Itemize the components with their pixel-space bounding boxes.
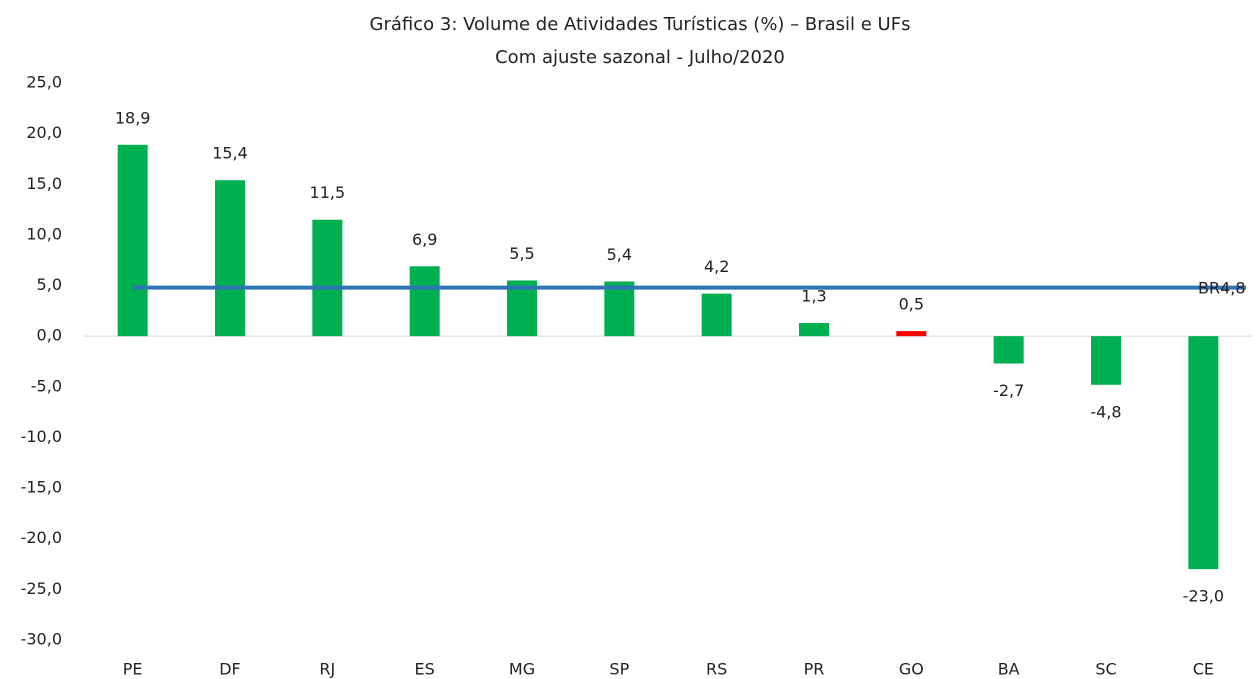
y-tick-label: 0,0	[37, 326, 62, 345]
value-label: 1,3	[801, 287, 826, 306]
bar	[1091, 336, 1121, 385]
y-tick-label: -15,0	[21, 478, 62, 497]
value-label: -23,0	[1183, 587, 1224, 606]
y-tick-label: -30,0	[21, 630, 62, 649]
y-tick-label: 25,0	[26, 73, 62, 92]
reference-name: BR	[1198, 278, 1220, 297]
x-tick-label: DF	[219, 660, 241, 679]
bar	[896, 331, 927, 337]
x-tick-label: RS	[706, 660, 727, 679]
reference-value: 4,8	[1220, 278, 1245, 297]
value-label: 4,2	[704, 257, 729, 276]
bar	[1188, 336, 1219, 570]
bar	[117, 144, 148, 337]
x-tick-label: PR	[804, 660, 825, 679]
value-label: 5,4	[607, 245, 632, 264]
y-tick-label: 5,0	[37, 275, 62, 294]
bar	[799, 323, 829, 337]
x-tick-label: CE	[1193, 660, 1214, 679]
x-tick-label: GO	[899, 660, 924, 679]
y-tick-label: -5,0	[31, 376, 62, 395]
value-label: 0,5	[899, 295, 924, 314]
bar	[215, 180, 245, 337]
value-label: 18,9	[115, 108, 151, 127]
x-tick-label: SC	[1095, 660, 1116, 679]
bar	[604, 281, 635, 337]
chart-subtitle: Com ajuste sazonal - Julho/2020	[495, 47, 785, 68]
value-label: -2,7	[993, 381, 1024, 400]
y-tick-label: -20,0	[21, 528, 62, 547]
value-label: 5,5	[509, 244, 534, 263]
y-tick-label: -10,0	[21, 427, 62, 446]
value-label: -4,8	[1090, 402, 1121, 421]
bar	[409, 266, 440, 337]
x-tick-label: ES	[415, 660, 435, 679]
bar	[507, 280, 537, 337]
x-tick-label: PE	[123, 660, 143, 679]
bar	[993, 336, 1024, 364]
value-label: 11,5	[310, 183, 346, 202]
x-tick-label: RJ	[319, 660, 335, 679]
x-tick-label: MG	[509, 660, 535, 679]
y-tick-label: 10,0	[26, 224, 62, 243]
y-tick-label: 20,0	[26, 123, 62, 142]
reference-label: BR4,8	[1198, 278, 1246, 297]
x-tick-label: SP	[609, 660, 629, 679]
x-tick-label: BA	[998, 660, 1020, 679]
value-label: 6,9	[412, 230, 437, 249]
chart-title: Gráfico 3: Volume de Atividades Turístic…	[370, 14, 911, 35]
y-tick-label: 15,0	[26, 174, 62, 193]
y-tick-label: -25,0	[21, 579, 62, 598]
bar	[312, 219, 343, 337]
value-label: 15,4	[212, 144, 248, 163]
bar	[701, 293, 732, 337]
